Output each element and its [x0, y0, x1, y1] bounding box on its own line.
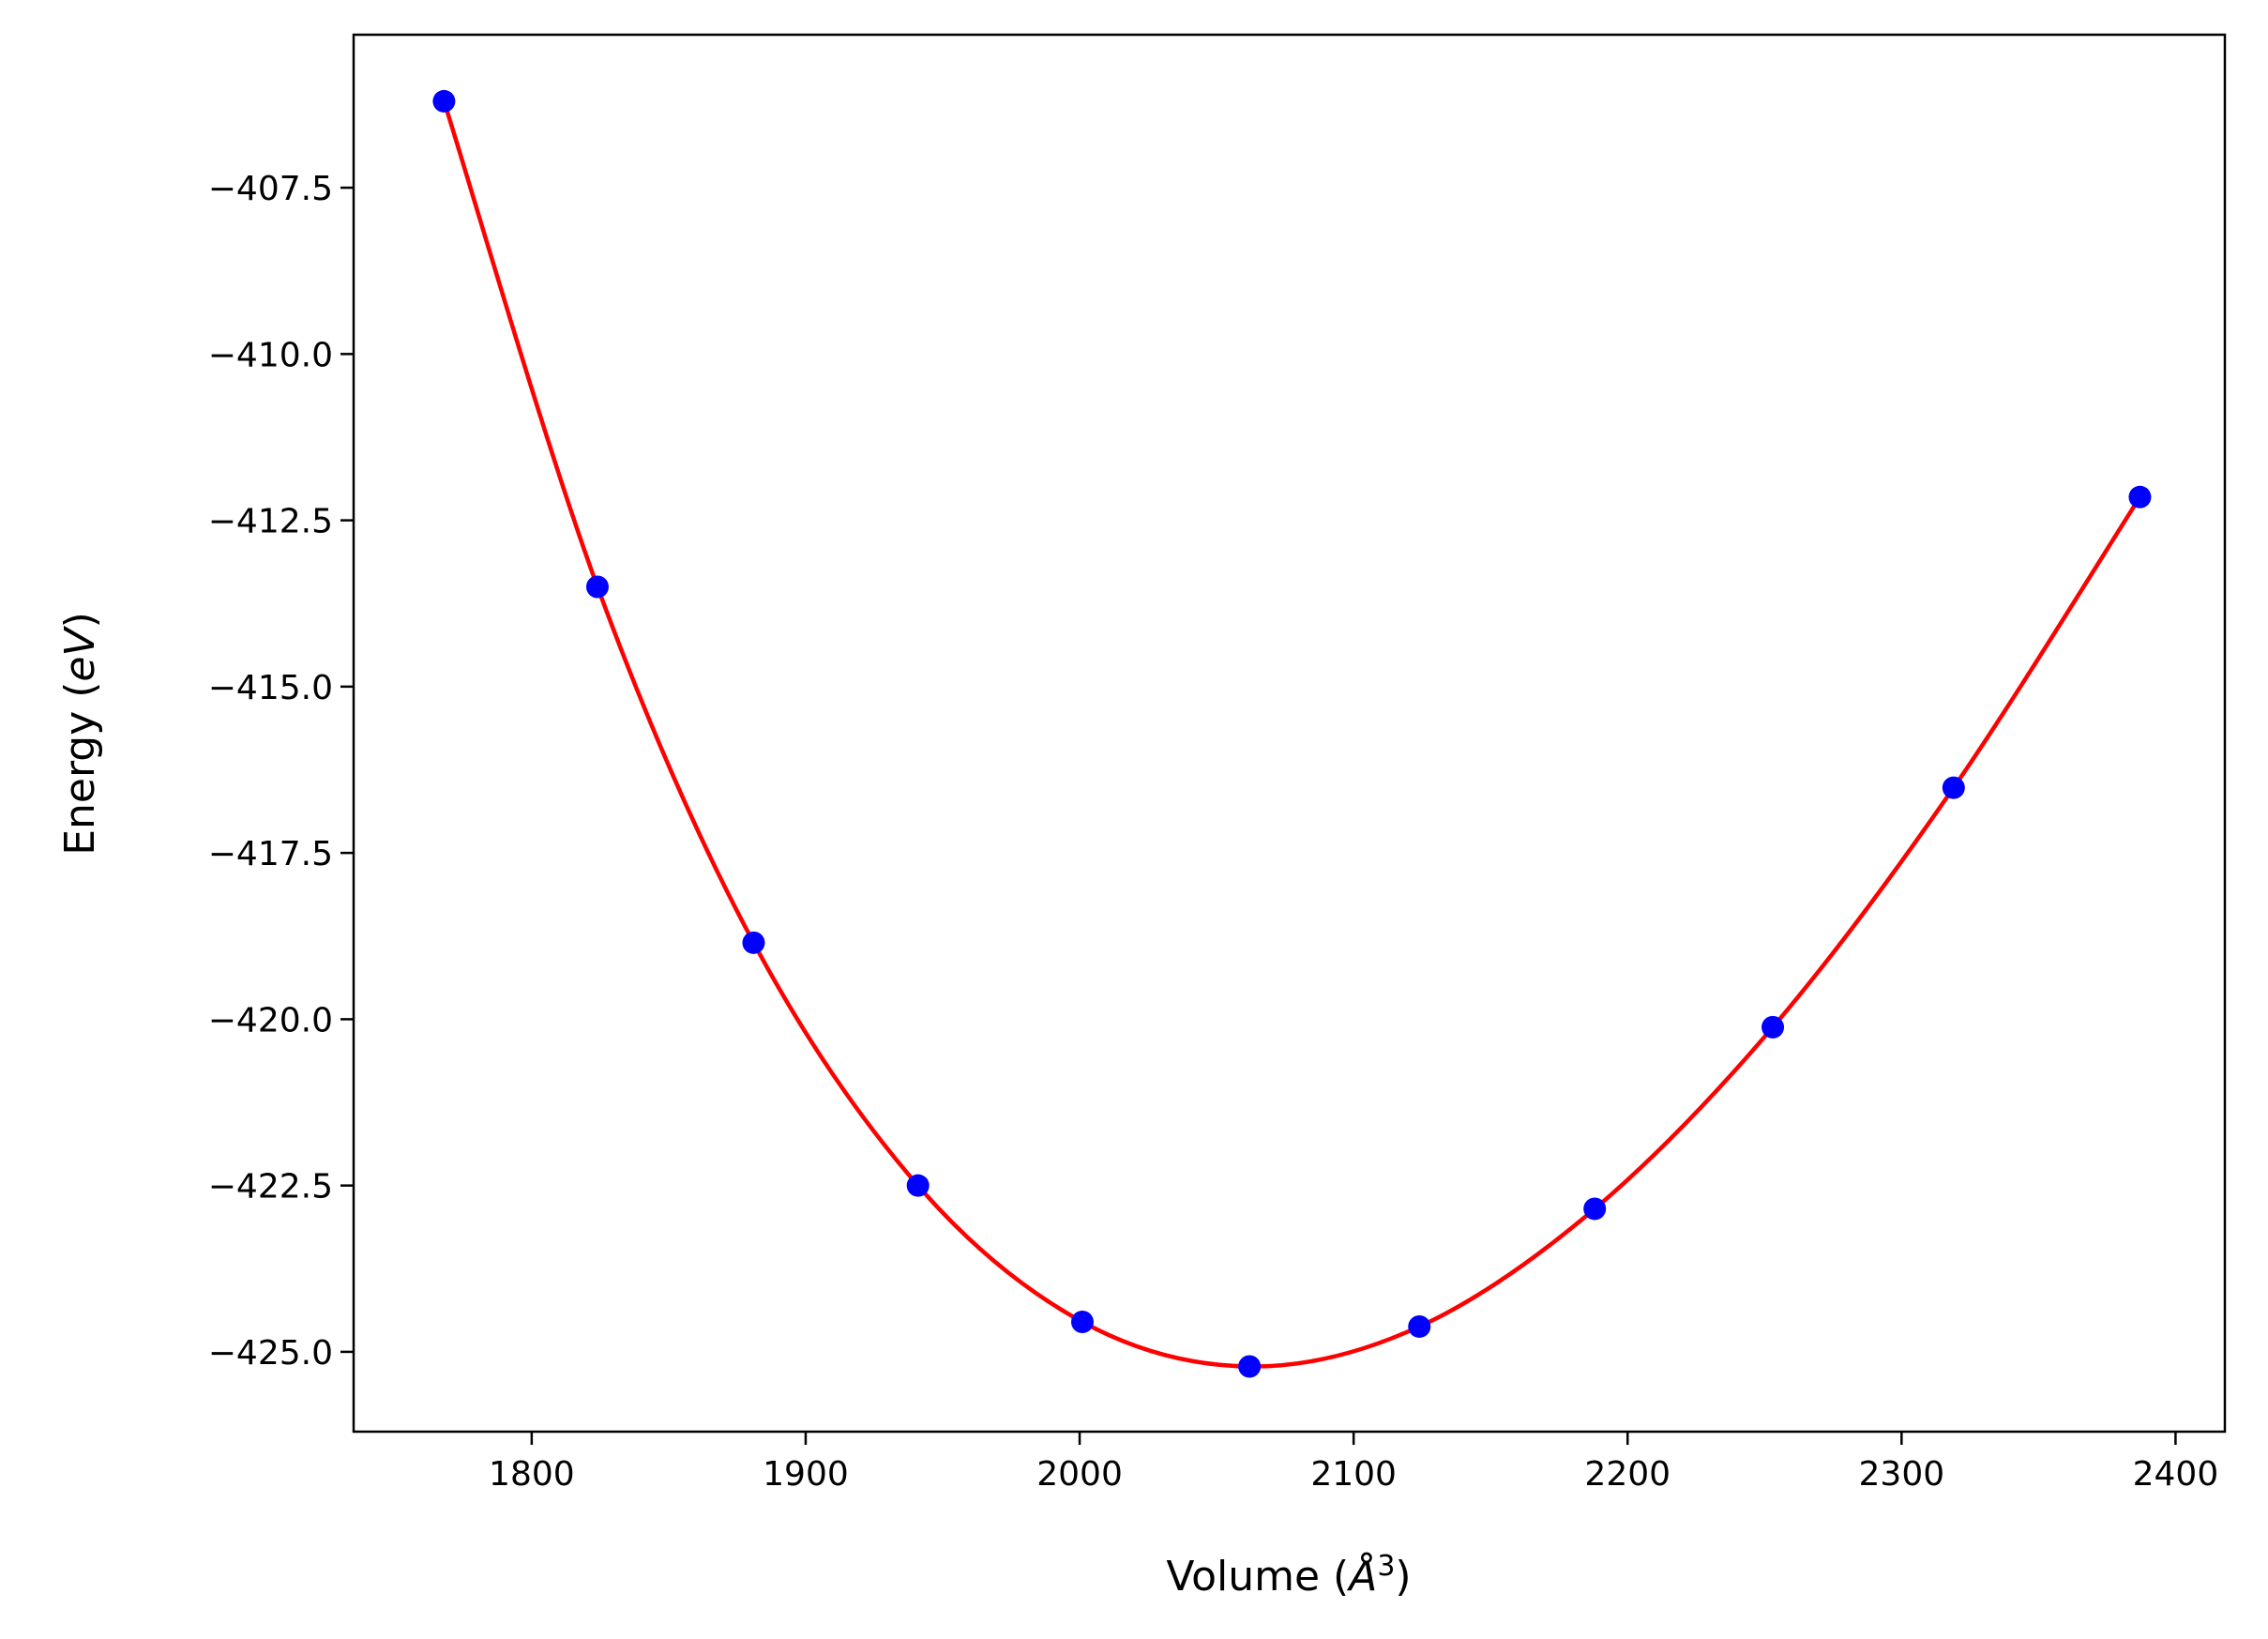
- y-axis-title: Energy (eV): [56, 612, 104, 856]
- y-tick-label: −407.5: [208, 170, 333, 208]
- y-tick-label: −425.0: [208, 1334, 333, 1373]
- data-point: [1761, 1015, 1785, 1039]
- x-axis-title: Volume (Å3): [1166, 1550, 1411, 1601]
- fit-curve-line: [442, 100, 2142, 1369]
- data-point: [906, 1174, 930, 1197]
- x-tick-label: 1900: [763, 1455, 849, 1494]
- data-point: [1583, 1197, 1607, 1221]
- y-tick-label: −415.0: [208, 669, 333, 707]
- data-point: [742, 931, 765, 954]
- y-axis-ticks: −407.5 −410.0 −412.5 −415.0 −417.5 −420.0 −422…: [208, 170, 354, 1373]
- y-tick-label: −417.5: [208, 835, 333, 873]
- plot-frame: [352, 33, 2227, 1434]
- x-tick-label: 1800: [489, 1455, 575, 1494]
- data-point: [2128, 485, 2152, 508]
- data-point: [1408, 1314, 1431, 1338]
- y-tick-label: −410.0: [208, 336, 333, 374]
- y-tick-label: −422.5: [208, 1168, 333, 1206]
- data-points: [432, 89, 2152, 1378]
- x-axis-ticks: 1800 1900 2000 2100 2200 2300 2400: [489, 1432, 2218, 1494]
- y-tick-label: −412.5: [208, 503, 333, 541]
- data-point: [585, 575, 609, 599]
- data-point: [1942, 776, 1965, 799]
- x-tick-label: 2000: [1036, 1455, 1123, 1494]
- x-tick-label: 2200: [1584, 1455, 1671, 1494]
- x-tick-label: 2400: [2133, 1455, 2219, 1494]
- y-tick-label: −420.0: [208, 1001, 333, 1040]
- data-point: [1070, 1311, 1094, 1334]
- x-tick-label: 2300: [1859, 1455, 1945, 1494]
- x-tick-label: 2100: [1310, 1455, 1397, 1494]
- data-point: [432, 89, 456, 113]
- data-point: [1238, 1355, 1262, 1378]
